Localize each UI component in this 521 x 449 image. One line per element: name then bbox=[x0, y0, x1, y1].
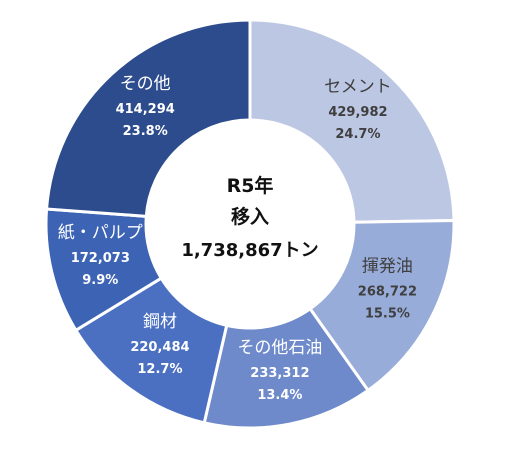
slice-percent-label: 9.9% bbox=[82, 273, 118, 288]
slice-0 bbox=[248, 18, 456, 224]
slice-label-2: その他石油 233,312 13.4% bbox=[237, 338, 322, 403]
slice-value-label: 268,722 bbox=[358, 285, 417, 300]
slice-name-label: 揮発油 bbox=[362, 257, 413, 277]
slice-5 bbox=[44, 18, 252, 218]
slice-label-4: 紙・パルプ 172,073 9.9% bbox=[58, 223, 143, 288]
slice-name-label: その他石油 bbox=[237, 338, 322, 358]
slice-name-label: 鋼材 bbox=[143, 312, 177, 332]
slice-percent-label: 15.5% bbox=[365, 307, 410, 322]
slice-percent-label: 23.8% bbox=[123, 124, 168, 139]
slice-label-0: セメント 429,982 24.7% bbox=[324, 77, 392, 142]
center-label-line-2: 移入 bbox=[231, 205, 269, 228]
center-label-line-1: R5年 bbox=[227, 174, 274, 197]
slice-name-label: その他 bbox=[120, 74, 171, 94]
slice-name-label: 紙・パルプ bbox=[58, 223, 143, 243]
slice-value-label: 172,073 bbox=[71, 251, 130, 266]
slice-percent-label: 13.4% bbox=[257, 388, 302, 403]
center-label: R5年 移入 1,738,867トン bbox=[181, 174, 318, 261]
center-label-line-3: 1,738,867トン bbox=[181, 240, 318, 261]
labels-layer: セメント 429,982 24.7% 揮発油 268,722 15.5% その他石油 233,… bbox=[58, 74, 417, 403]
slice-label-5: その他 414,294 23.8% bbox=[116, 74, 175, 139]
slice-value-label: 414,294 bbox=[116, 102, 175, 117]
slices-layer bbox=[44, 18, 456, 430]
slice-value-label: 233,312 bbox=[250, 366, 309, 381]
slice-percent-label: 24.7% bbox=[335, 127, 380, 142]
slice-name-label: セメント bbox=[324, 77, 392, 97]
slice-value-label: 220,484 bbox=[130, 340, 189, 355]
slice-label-1: 揮発油 268,722 15.5% bbox=[358, 257, 417, 322]
slice-label-3: 鋼材 220,484 12.7% bbox=[130, 312, 189, 377]
slice-percent-label: 12.7% bbox=[137, 362, 182, 377]
slice-value-label: 429,982 bbox=[328, 105, 387, 120]
slice-1 bbox=[308, 218, 456, 393]
